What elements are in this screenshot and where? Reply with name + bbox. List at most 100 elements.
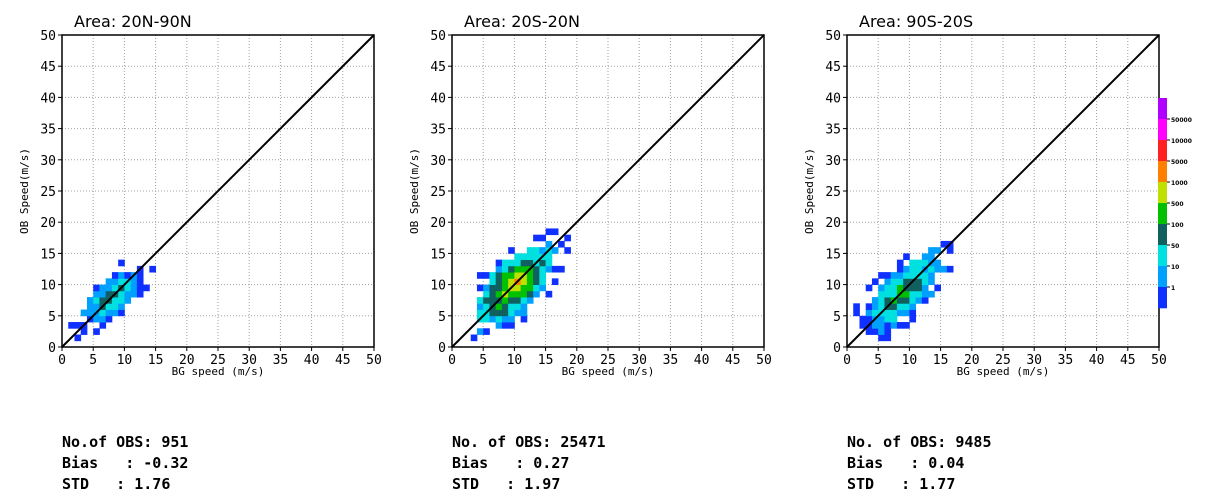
x-tick-label: 40 [694, 353, 710, 368]
density-cell [495, 303, 503, 310]
density-cell [501, 265, 509, 273]
density-cell [93, 297, 100, 304]
colorbar-label: 500 [1171, 201, 1184, 208]
density-cell [105, 278, 113, 285]
colorbar-label: 1 [1171, 285, 1175, 292]
x-axis-label: BG speed (m/s) [562, 365, 655, 378]
density-cell [940, 265, 948, 273]
density-cell [508, 265, 515, 273]
y-tick-label: 10 [40, 279, 56, 294]
density-cell [489, 290, 497, 298]
density-cell [909, 309, 917, 317]
y-tick-label: 35 [430, 123, 446, 138]
y-tick-label: 30 [430, 154, 446, 169]
density-cell [514, 253, 522, 261]
one-to-one-line [61, 34, 375, 348]
density-cell [520, 290, 528, 298]
density-cell [74, 322, 82, 329]
density-cell [539, 247, 546, 254]
x-axis-label: BG speed (m/s) [172, 365, 265, 378]
density-cell [909, 259, 917, 267]
density-cell [871, 303, 879, 310]
density-cell [93, 290, 100, 298]
density-cell [526, 297, 534, 304]
density-cell [495, 309, 503, 317]
density-cell [890, 272, 898, 279]
density-cell [508, 272, 515, 279]
density-cell [884, 272, 892, 279]
density-cell [111, 272, 119, 279]
density-cell [514, 290, 522, 298]
density-cell [551, 265, 559, 273]
density-cell [111, 278, 119, 285]
y-tick-label: 45 [40, 60, 56, 75]
density-cell [495, 315, 503, 323]
density-cell [118, 290, 125, 298]
density-cell [149, 265, 156, 273]
y-tick-label: 20 [430, 216, 446, 231]
y-tick-label: 40 [430, 91, 446, 106]
density-cell [878, 328, 885, 335]
density-cell [520, 259, 528, 267]
density-cell [928, 253, 935, 261]
x-tick-label: 30 [631, 353, 647, 368]
density-cell [99, 290, 107, 298]
density-cell [903, 303, 910, 310]
density-cell [526, 259, 534, 267]
density-cell [871, 322, 879, 329]
colorbar-swatch [1158, 245, 1167, 267]
density-cell [865, 328, 873, 335]
density-cell [476, 272, 484, 279]
density-cell [545, 290, 553, 298]
density-cell [934, 265, 941, 273]
density-cell [124, 297, 132, 304]
density-cell [501, 284, 509, 292]
density-cell [915, 265, 923, 273]
x-tick-label: 20 [964, 353, 980, 368]
density-cell [501, 259, 509, 267]
y-tick-label: 50 [430, 29, 446, 44]
density-cell [909, 297, 917, 304]
colorbar-label: 100 [1171, 222, 1184, 229]
y-axis-label: OB Speed(m/s) [18, 148, 31, 234]
density-cell [921, 253, 929, 261]
density-cell [871, 328, 879, 335]
y-axis-label: OB Speed(m/s) [408, 148, 421, 234]
density-cell [539, 278, 546, 285]
density-cell [896, 309, 904, 317]
y-tick-label: 10 [430, 279, 446, 294]
density-cell [495, 265, 503, 273]
y-tick-label: 5 [438, 310, 446, 325]
y-tick-label: 5 [833, 310, 841, 325]
density-cell [118, 303, 125, 310]
bias-value: 0.04 [928, 454, 965, 472]
density-cell [124, 284, 132, 292]
panel-1: 00 5 5 10 10 15 15 20 20 25 25 30 30 35 35 40 40 45 45 50 50… [408, 12, 772, 378]
density-cell [520, 265, 528, 273]
density-cell [136, 278, 144, 285]
density-cell [853, 303, 860, 310]
colorbar-swatch [1158, 287, 1167, 309]
density-cell [501, 315, 509, 323]
x-tick-label: 15 [538, 353, 554, 368]
density-cell [903, 253, 910, 261]
density-cell [520, 278, 528, 285]
std-label: STD : [62, 475, 126, 493]
std-label: STD : [452, 475, 516, 493]
density-cell [495, 272, 503, 279]
density-cell [896, 272, 904, 279]
density-cell [501, 297, 509, 304]
y-tick-label: 35 [825, 123, 841, 138]
density-cell [489, 309, 497, 317]
x-tick-label: 35 [663, 353, 679, 368]
density-cell [520, 309, 528, 317]
x-tick-label: 50 [366, 353, 382, 368]
y-tick-label: 15 [40, 247, 56, 262]
density-cell [483, 284, 490, 292]
density-cell [928, 265, 935, 273]
stats-block-20n-90n: No.of OBS: 951 Bias : -0.32 STD : 1.76 [62, 432, 188, 495]
density-cell [489, 297, 497, 304]
density-cell [896, 284, 904, 292]
colorbar-swatch [1158, 119, 1167, 141]
